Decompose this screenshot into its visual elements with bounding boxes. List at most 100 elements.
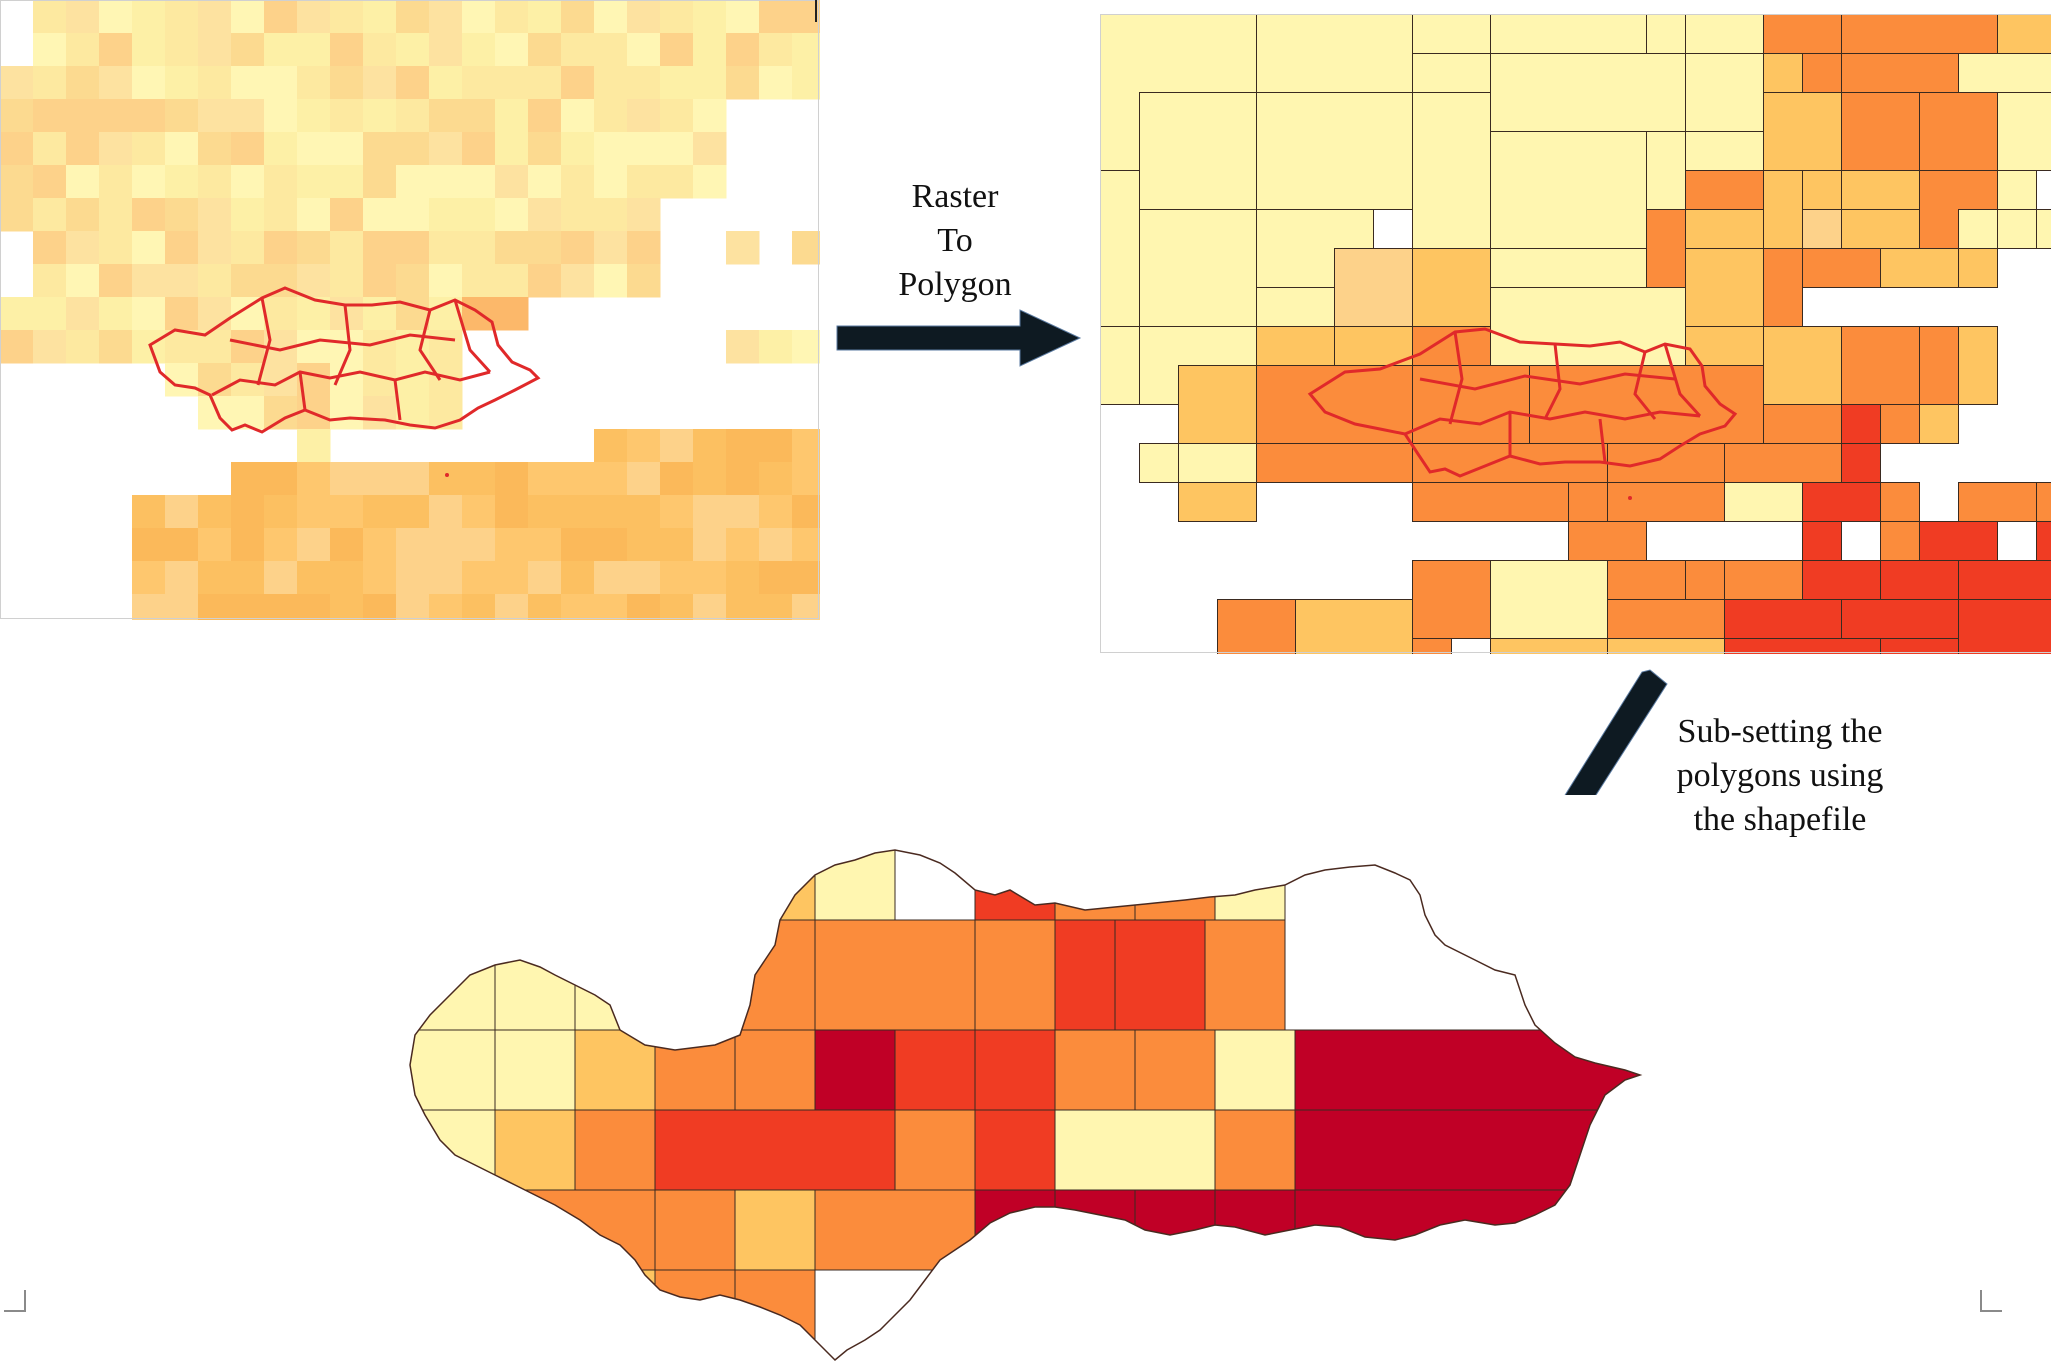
grid-cell: [410, 1109, 496, 1191]
grid-cell: [495, 231, 529, 265]
grid-cell: [429, 66, 463, 100]
grid-cell: [1685, 209, 1764, 249]
grid-cell: [410, 919, 496, 1031]
grid-cell: [1841, 53, 1959, 93]
grid-cell: [99, 264, 133, 298]
grid-cell: [494, 1029, 576, 1111]
grid-cell: [627, 429, 661, 463]
grid-cell: [627, 132, 661, 166]
grid-cell: [792, 429, 820, 463]
grid-cell: [594, 99, 628, 133]
grid-cell: [132, 231, 166, 265]
grid-cell: [231, 396, 265, 430]
grid-cell: [132, 330, 166, 364]
grid-cell: [660, 495, 694, 529]
grid-cell: [264, 561, 298, 595]
grid-cell: [693, 99, 727, 133]
grid-cell: [429, 594, 463, 620]
grid-cell: [1958, 482, 2037, 522]
grid-cell: [231, 495, 265, 529]
grid-cell: [1685, 53, 1764, 132]
grid-cell: [462, 264, 496, 298]
grid-cell: [2036, 521, 2051, 561]
grid-cell: [561, 594, 595, 620]
grid-cell: [0, 198, 34, 232]
polygon-map-panel: [1100, 14, 2051, 654]
grid-cell: [297, 495, 331, 529]
grid-cell: [429, 165, 463, 199]
grid-cell: [297, 198, 331, 232]
grid-cell: [33, 231, 67, 265]
grid-cell: [1841, 209, 1920, 249]
grid-cell: [297, 429, 331, 463]
grid-cell: [627, 0, 661, 34]
grid-cell: [462, 0, 496, 34]
grid-cell: [330, 198, 364, 232]
grid-cell: [297, 165, 331, 199]
grid-cell: [495, 165, 529, 199]
grid-cell: [396, 198, 430, 232]
grid-cell: [198, 198, 232, 232]
grid-cell: [495, 132, 529, 166]
grid-cell: [264, 231, 298, 265]
grid-cell: [1178, 482, 1257, 522]
grid-cell: [1607, 599, 1725, 639]
grid-cell: [1802, 170, 1842, 210]
grid-cell: [495, 99, 529, 133]
grid-cell: [330, 495, 364, 529]
grid-cell: [1802, 482, 1881, 522]
grid-cell: [0, 330, 34, 364]
grid-cell: [528, 132, 562, 166]
grid-cell: [231, 132, 265, 166]
grid-cell: [974, 1109, 1056, 1191]
grid-cell: [894, 1029, 976, 1111]
grid-cell: [99, 165, 133, 199]
grid-cell: [198, 132, 232, 166]
grid-cell: [264, 165, 298, 199]
grid-cell: [66, 231, 100, 265]
grid-cell: [297, 528, 331, 562]
grid-cell: [726, 231, 760, 265]
grid-cell: [66, 132, 100, 166]
grid-cell: [198, 66, 232, 100]
grid-cell: [1412, 14, 1491, 54]
grid-cell: [1880, 482, 1920, 522]
grid-cell: [1256, 326, 1335, 366]
grid-cell: [1054, 1189, 1136, 1271]
grid-cell: [462, 528, 496, 562]
grid-cell: [814, 919, 976, 1031]
grid-cell: [726, 528, 760, 562]
grid-cell: [99, 330, 133, 364]
grid-cell: [693, 0, 727, 34]
raster-cells: [0, 0, 820, 620]
grid-cell: [0, 99, 34, 133]
grid-cell: [66, 0, 100, 34]
grid-cell: [759, 33, 793, 67]
grid-cell: [792, 462, 820, 496]
grid-cell: [594, 231, 628, 265]
grid-cell: [974, 919, 1056, 1031]
grid-cell: [574, 1269, 656, 1360]
grid-cell: [1997, 14, 2051, 54]
grid-cell: [561, 33, 595, 67]
grid-cell: [1919, 521, 1998, 561]
grid-cell: [561, 165, 595, 199]
grid-cell: [396, 561, 430, 595]
grid-cell: [297, 462, 331, 496]
grid-cell: [1412, 92, 1491, 249]
clipped-cells: [410, 850, 1640, 1360]
grid-cell: [594, 132, 628, 166]
grid-cell: [1139, 443, 1179, 483]
grid-cell: [297, 594, 331, 620]
grid-cell: [462, 33, 496, 67]
crop-mark-top: [815, 0, 817, 22]
grid-cell: [231, 462, 265, 496]
grid-cell: [1412, 482, 1569, 522]
grid-cell: [66, 297, 100, 331]
grid-cell: [462, 99, 496, 133]
grid-cell: [363, 99, 397, 133]
grid-cell: [264, 66, 298, 100]
grid-cell: [627, 33, 661, 67]
grid-cell: [297, 330, 331, 364]
grid-cell: [1054, 1029, 1136, 1111]
